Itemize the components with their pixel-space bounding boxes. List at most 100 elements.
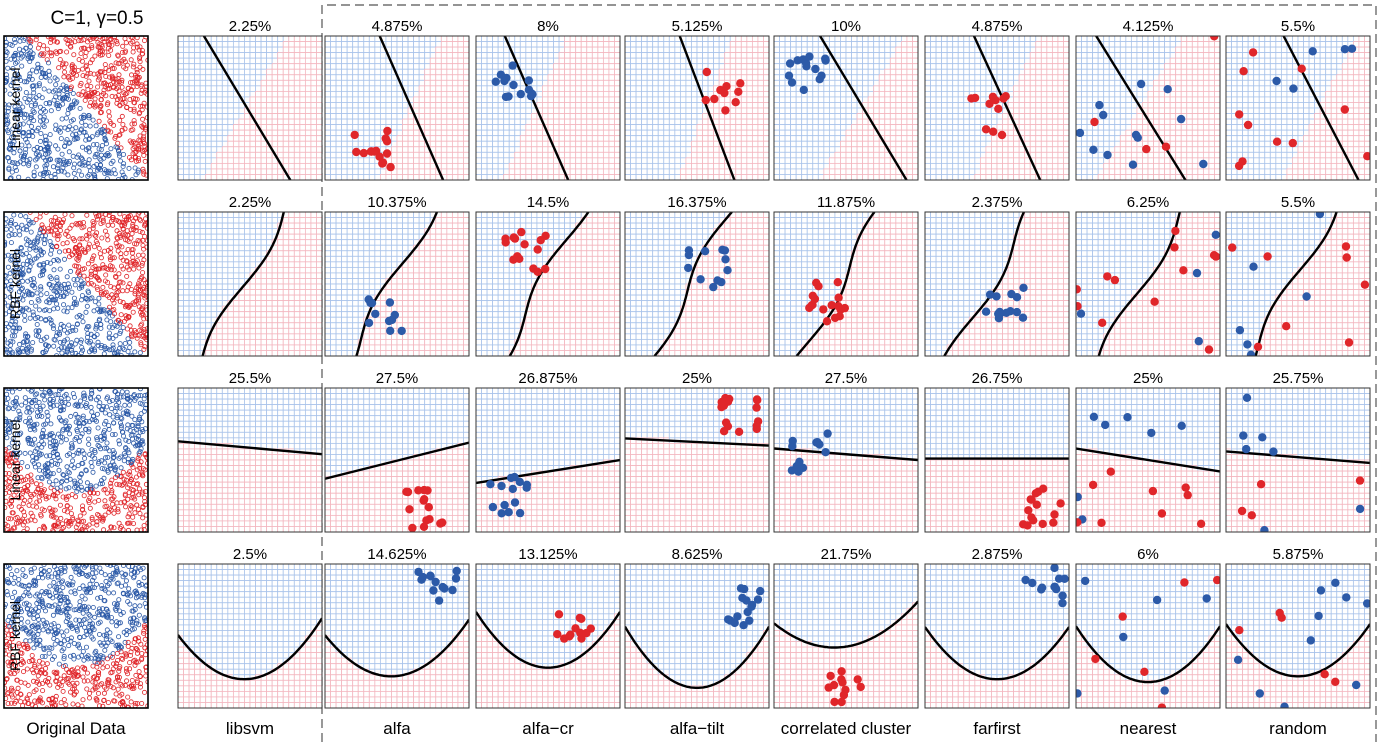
point-red — [134, 67, 140, 73]
point-red — [130, 221, 136, 227]
point-red — [92, 686, 98, 692]
point-red — [132, 241, 138, 247]
point-red — [119, 699, 125, 705]
flipped-point — [684, 263, 693, 273]
point-red — [29, 653, 35, 659]
flipped-point — [1119, 632, 1128, 642]
point-blue — [49, 604, 55, 610]
point-blue — [43, 157, 49, 163]
point-red — [46, 228, 52, 234]
panel-r3-c4: 26.875% — [475, 370, 621, 533]
point-red — [84, 670, 90, 676]
point-blue — [47, 78, 53, 84]
panel-r4-c8: 6% — [1075, 546, 1221, 709]
point-red — [39, 667, 45, 673]
point-blue — [118, 415, 124, 421]
point-blue — [49, 622, 55, 628]
point-blue — [89, 447, 95, 453]
point-blue — [28, 346, 34, 352]
point-blue — [106, 152, 112, 158]
point-blue — [53, 590, 59, 596]
decision-boundary — [378, 36, 445, 180]
error-rate-label: 16.375% — [667, 194, 726, 211]
point-blue — [132, 417, 138, 423]
point-red — [48, 50, 54, 56]
point-red — [137, 59, 143, 65]
point-blue — [104, 346, 110, 352]
flipped-point — [721, 255, 730, 264]
point-blue — [49, 462, 55, 468]
point-blue — [40, 600, 46, 606]
point-blue — [74, 337, 80, 343]
flipped-point — [1306, 636, 1316, 645]
point-red — [128, 57, 134, 63]
flipped-point — [1342, 253, 1351, 262]
flipped-point — [434, 596, 444, 605]
point-red — [59, 526, 65, 532]
flipped-point — [1012, 307, 1022, 317]
error-rate-label: 11.875% — [817, 194, 875, 211]
point-blue — [32, 392, 38, 398]
point-red — [140, 237, 146, 243]
point-red — [65, 680, 71, 686]
point-red — [96, 672, 102, 678]
point-blue — [61, 345, 67, 351]
flipped-point — [1103, 272, 1112, 281]
point-blue — [90, 469, 96, 475]
flipped-point — [1076, 492, 1082, 502]
point-red — [142, 233, 148, 239]
point-blue — [26, 221, 32, 227]
point-red — [101, 697, 107, 703]
point-blue — [92, 449, 98, 455]
flipped-point — [1023, 521, 1032, 530]
flipped-point — [1196, 519, 1206, 528]
point-red — [95, 40, 101, 46]
point-blue — [4, 327, 9, 333]
point-blue — [98, 569, 104, 575]
point-red — [32, 518, 38, 524]
point-red — [28, 472, 34, 478]
point-red — [22, 644, 28, 650]
point-blue — [28, 388, 34, 394]
flipped-point — [1331, 677, 1340, 686]
point-blue — [110, 570, 116, 576]
point-red — [119, 244, 125, 250]
point-blue — [55, 628, 61, 634]
point-blue — [29, 67, 35, 73]
flipped-point — [740, 584, 749, 594]
flipped-point — [793, 56, 802, 65]
point-red — [75, 517, 81, 523]
flipped-point — [1340, 45, 1350, 54]
point-red — [125, 232, 131, 238]
point-red — [77, 236, 83, 242]
point-blue — [89, 464, 95, 470]
point-blue — [65, 111, 71, 117]
point-red — [106, 113, 112, 119]
point-red — [44, 57, 50, 63]
point-blue — [80, 319, 86, 325]
point-blue — [18, 272, 24, 278]
point-red — [119, 222, 125, 228]
point-red — [34, 499, 40, 505]
point-red — [51, 669, 57, 675]
point-blue — [6, 138, 12, 144]
point-blue — [75, 450, 81, 456]
point-blue — [99, 642, 105, 648]
point-blue — [122, 402, 128, 408]
point-red — [128, 36, 134, 40]
point-red — [142, 344, 148, 350]
flipped-point — [452, 566, 461, 576]
point-red — [89, 515, 95, 521]
point-blue — [66, 485, 72, 491]
point-blue — [62, 256, 68, 262]
point-red — [99, 212, 105, 215]
point-blue — [41, 172, 47, 178]
point-blue — [29, 260, 35, 266]
flipped-point — [819, 305, 828, 314]
point-blue — [57, 601, 63, 607]
point-red — [17, 465, 23, 471]
point-red — [139, 491, 145, 497]
point-blue — [7, 141, 13, 147]
point-red — [39, 492, 45, 498]
point-blue — [79, 460, 85, 466]
